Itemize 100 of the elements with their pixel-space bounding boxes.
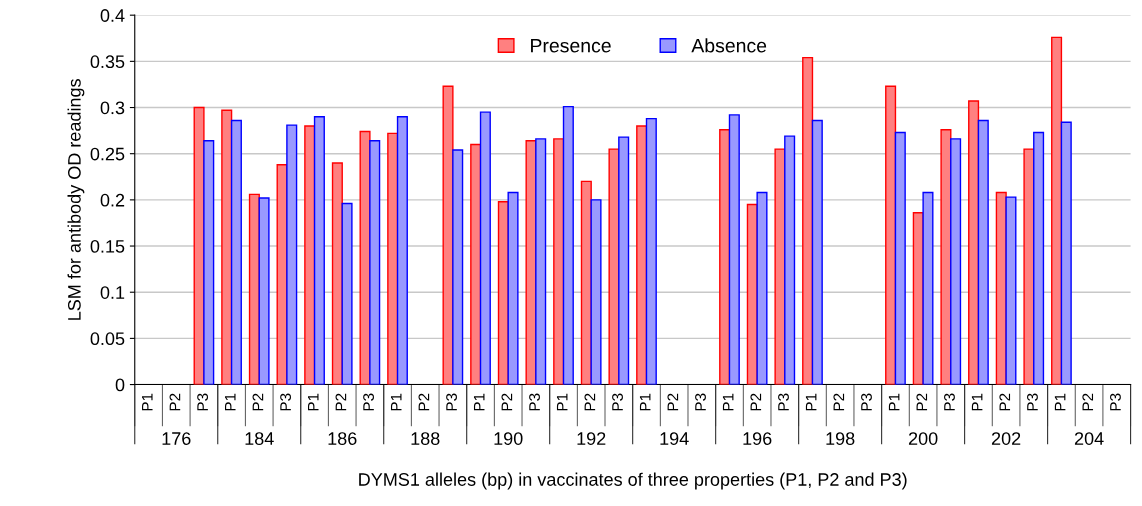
x-tick-label: P1 <box>556 393 568 411</box>
text: 196 <box>743 432 772 445</box>
x-tick-label: P1 <box>225 393 236 411</box>
x-tick-label: P2 <box>916 393 928 411</box>
bar <box>802 56 814 385</box>
bar <box>784 135 796 385</box>
bar <box>507 191 519 385</box>
x-tick-label: P2 <box>999 393 1011 411</box>
x-tick-label: P1 <box>639 393 651 411</box>
bar <box>286 124 298 385</box>
bar <box>811 119 823 385</box>
bar <box>922 191 934 385</box>
x-tick-label: P2 <box>252 393 264 411</box>
bar <box>756 191 768 385</box>
x-tick-label: P3 <box>529 393 540 411</box>
text: 194 <box>660 432 689 445</box>
y-tick-label: 0 <box>115 378 125 392</box>
x-tick-label: P3 <box>612 393 623 411</box>
bar <box>968 100 980 385</box>
text: 202 <box>991 432 1021 445</box>
text: 200 <box>908 432 938 445</box>
bar <box>369 140 381 385</box>
x-tick-label: P2 <box>418 393 430 411</box>
y-tick-label: 0.15 <box>90 239 125 253</box>
bar <box>396 116 408 385</box>
x-tick-label: P3 <box>363 393 374 411</box>
x-tick-label: P3 <box>861 393 872 411</box>
x-tick-label: P3 <box>778 393 789 411</box>
x-tick-label: P1 <box>888 393 900 411</box>
x-tick-label: P1 <box>805 393 817 411</box>
y-tick-label: 0.2 <box>100 193 125 207</box>
bar <box>608 148 620 385</box>
x-tick-label: P3 <box>695 393 706 411</box>
bar <box>894 131 906 385</box>
y-tick-label: 0.35 <box>90 55 125 69</box>
text: 198 <box>826 432 855 445</box>
text: 204 <box>1074 432 1104 445</box>
x-tick-label: P2 <box>335 393 347 411</box>
bar <box>230 119 242 385</box>
bar <box>442 85 454 385</box>
bar <box>636 125 648 385</box>
bar <box>940 128 952 385</box>
x-tick-label: P1 <box>390 393 402 411</box>
x-tick-label: P1 <box>473 393 485 411</box>
text: 176 <box>162 432 191 445</box>
bar <box>885 85 897 385</box>
bar <box>525 140 537 385</box>
text: 188 <box>411 432 440 445</box>
y-tick-label: 0.3 <box>100 101 125 115</box>
x-tick-label: P2 <box>501 393 513 411</box>
bar <box>258 197 270 385</box>
x-tick-label: P2 <box>750 393 762 411</box>
x-tick-label: P3 <box>1027 393 1038 411</box>
bar <box>1033 131 1045 385</box>
text: 184 <box>245 432 274 445</box>
bar <box>1023 148 1035 385</box>
y-tick-label: 0.1 <box>100 286 125 299</box>
x-tick-label: P1 <box>722 393 734 411</box>
bar <box>203 140 215 385</box>
bar <box>221 109 233 385</box>
x-tick-label: P3 <box>197 393 209 411</box>
bar <box>479 111 491 385</box>
bar <box>1060 121 1072 385</box>
x-tick-label: P3 <box>446 393 457 411</box>
legend-label: Absence <box>691 38 767 53</box>
x-tick-label: P1 <box>1054 393 1066 411</box>
x-tick-label: P2 <box>1082 393 1094 411</box>
bar <box>341 202 353 385</box>
x-tick-label: P3 <box>1110 393 1121 411</box>
text: 192 <box>577 432 606 445</box>
bar <box>774 148 786 385</box>
bar <box>248 193 260 385</box>
bar <box>1051 36 1063 385</box>
bar <box>950 138 962 385</box>
x-tick-label: P2 <box>667 393 679 411</box>
x-tick-label: P1 <box>308 393 319 411</box>
bar <box>562 105 574 385</box>
x-tick-label: P2 <box>584 393 596 411</box>
bar <box>331 162 343 385</box>
x-tick-label: P1 <box>142 393 153 411</box>
bar <box>304 125 316 385</box>
text: 190 <box>494 432 523 445</box>
y-tick-label: 0.4 <box>100 9 125 22</box>
x-tick-label: P2 <box>833 393 845 411</box>
bar <box>1005 196 1017 385</box>
bar <box>452 149 464 385</box>
bar <box>618 136 630 385</box>
x-tick-label: P3 <box>280 393 291 411</box>
bar <box>977 119 989 385</box>
x-tick-label: P3 <box>944 393 955 411</box>
bar <box>553 138 565 385</box>
bar <box>535 138 547 385</box>
text: 186 <box>328 432 357 445</box>
y-axis-title: LSM for antibody OD readings <box>67 79 85 320</box>
y-tick-label: 0.25 <box>90 147 125 161</box>
x-tick-label: P1 <box>971 393 983 411</box>
bar <box>645 117 657 385</box>
x-tick-label: P2 <box>169 393 181 411</box>
x-axis-title: DYMS1 alleles (bp) in vaccinates of three properties (P1, P2 and P3) <box>359 472 907 490</box>
bar <box>728 114 740 385</box>
